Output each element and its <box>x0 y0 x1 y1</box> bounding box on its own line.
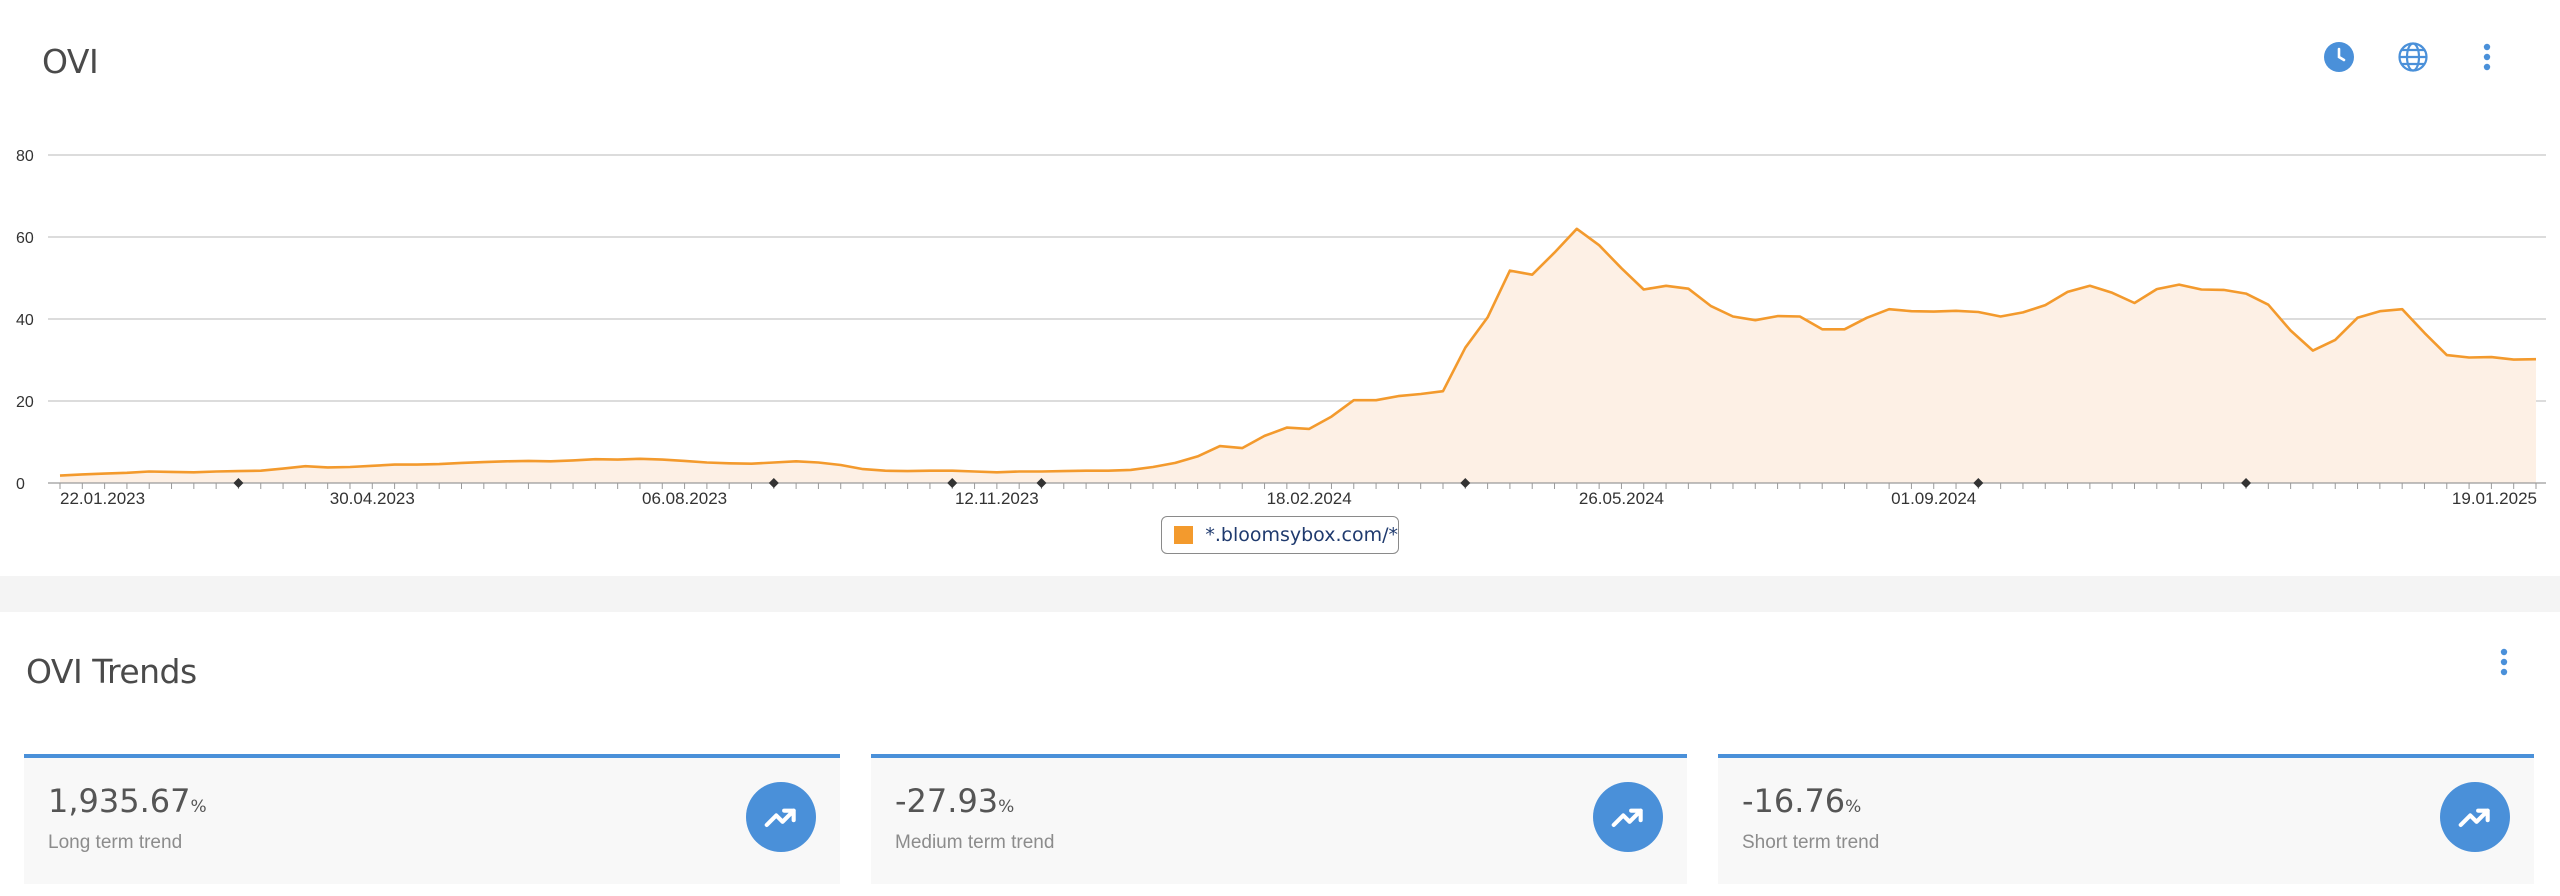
clock-icon[interactable] <box>2321 39 2357 75</box>
trend-label: Medium term trend <box>895 832 1055 853</box>
ovi-chart: 0 20 40 60 80 22.01.2023 30.04.2023 06.08.2023 1… <box>16 148 2546 508</box>
trending-up-icon[interactable] <box>746 782 816 852</box>
event-marker <box>1973 478 1984 488</box>
panel-title: OVI <box>42 42 99 81</box>
event-marker <box>2241 478 2252 488</box>
x-tick-label: 22.01.2023 <box>60 489 145 508</box>
trends-panel: OVI Trends 1,935.67% Long term trend -27… <box>0 612 2560 896</box>
legend-label: *.bloomsybox.com/* <box>1205 524 1398 546</box>
more-vertical-icon[interactable] <box>2469 39 2505 75</box>
series-line <box>59 227 2537 477</box>
y-tick-label: 60 <box>16 230 34 247</box>
ovi-panel: OVI 0 20 40 60 80 22.01.2023 30.04.2023 06.08.2… <box>16 39 2546 554</box>
x-tick-label: 26.05.2024 <box>1579 489 1664 508</box>
y-tick-label: 80 <box>16 148 34 165</box>
event-marker <box>947 478 958 488</box>
x-tick-label: 01.09.2024 <box>1891 489 1976 508</box>
y-tick-label: 0 <box>16 476 25 493</box>
event-marker <box>1460 478 1471 488</box>
trend-card-medium: -27.93% Medium term trend <box>871 754 1687 884</box>
trend-label: Short term trend <box>1742 832 1880 853</box>
legend-swatch <box>1174 526 1194 544</box>
series-area <box>60 228 2536 483</box>
x-tick-label: 06.08.2023 <box>642 489 727 508</box>
y-tick-label: 20 <box>16 394 34 411</box>
trending-up-icon[interactable] <box>1593 782 1663 852</box>
trend-card-short: -16.76% Short term trend <box>1718 754 2534 884</box>
trend-value: -27.93% <box>895 782 1015 820</box>
trend-card-long: 1,935.67% Long term trend <box>24 754 840 884</box>
trend-value: -16.76% <box>1742 782 1862 820</box>
y-tick-label: 40 <box>16 312 34 329</box>
chart-legend[interactable]: *.bloomsybox.com/* <box>1161 516 1399 554</box>
event-marker <box>233 478 244 488</box>
x-tick-label: 30.04.2023 <box>330 489 415 508</box>
panel-separator <box>0 576 2560 612</box>
trend-value: 1,935.67% <box>48 782 207 820</box>
panel-title: OVI Trends <box>26 652 197 691</box>
x-tick-label: 18.02.2024 <box>1267 489 1352 508</box>
more-vertical-icon[interactable] <box>2486 644 2522 680</box>
x-tick-label: 12.11.2023 <box>955 489 1039 508</box>
trend-label: Long term trend <box>48 832 183 853</box>
x-tick-label: 19.01.2025 <box>2452 489 2537 508</box>
event-marker <box>1036 478 1047 488</box>
globe-icon[interactable] <box>2395 39 2431 75</box>
trending-up-icon[interactable] <box>2440 782 2510 852</box>
event-marker <box>768 478 779 488</box>
